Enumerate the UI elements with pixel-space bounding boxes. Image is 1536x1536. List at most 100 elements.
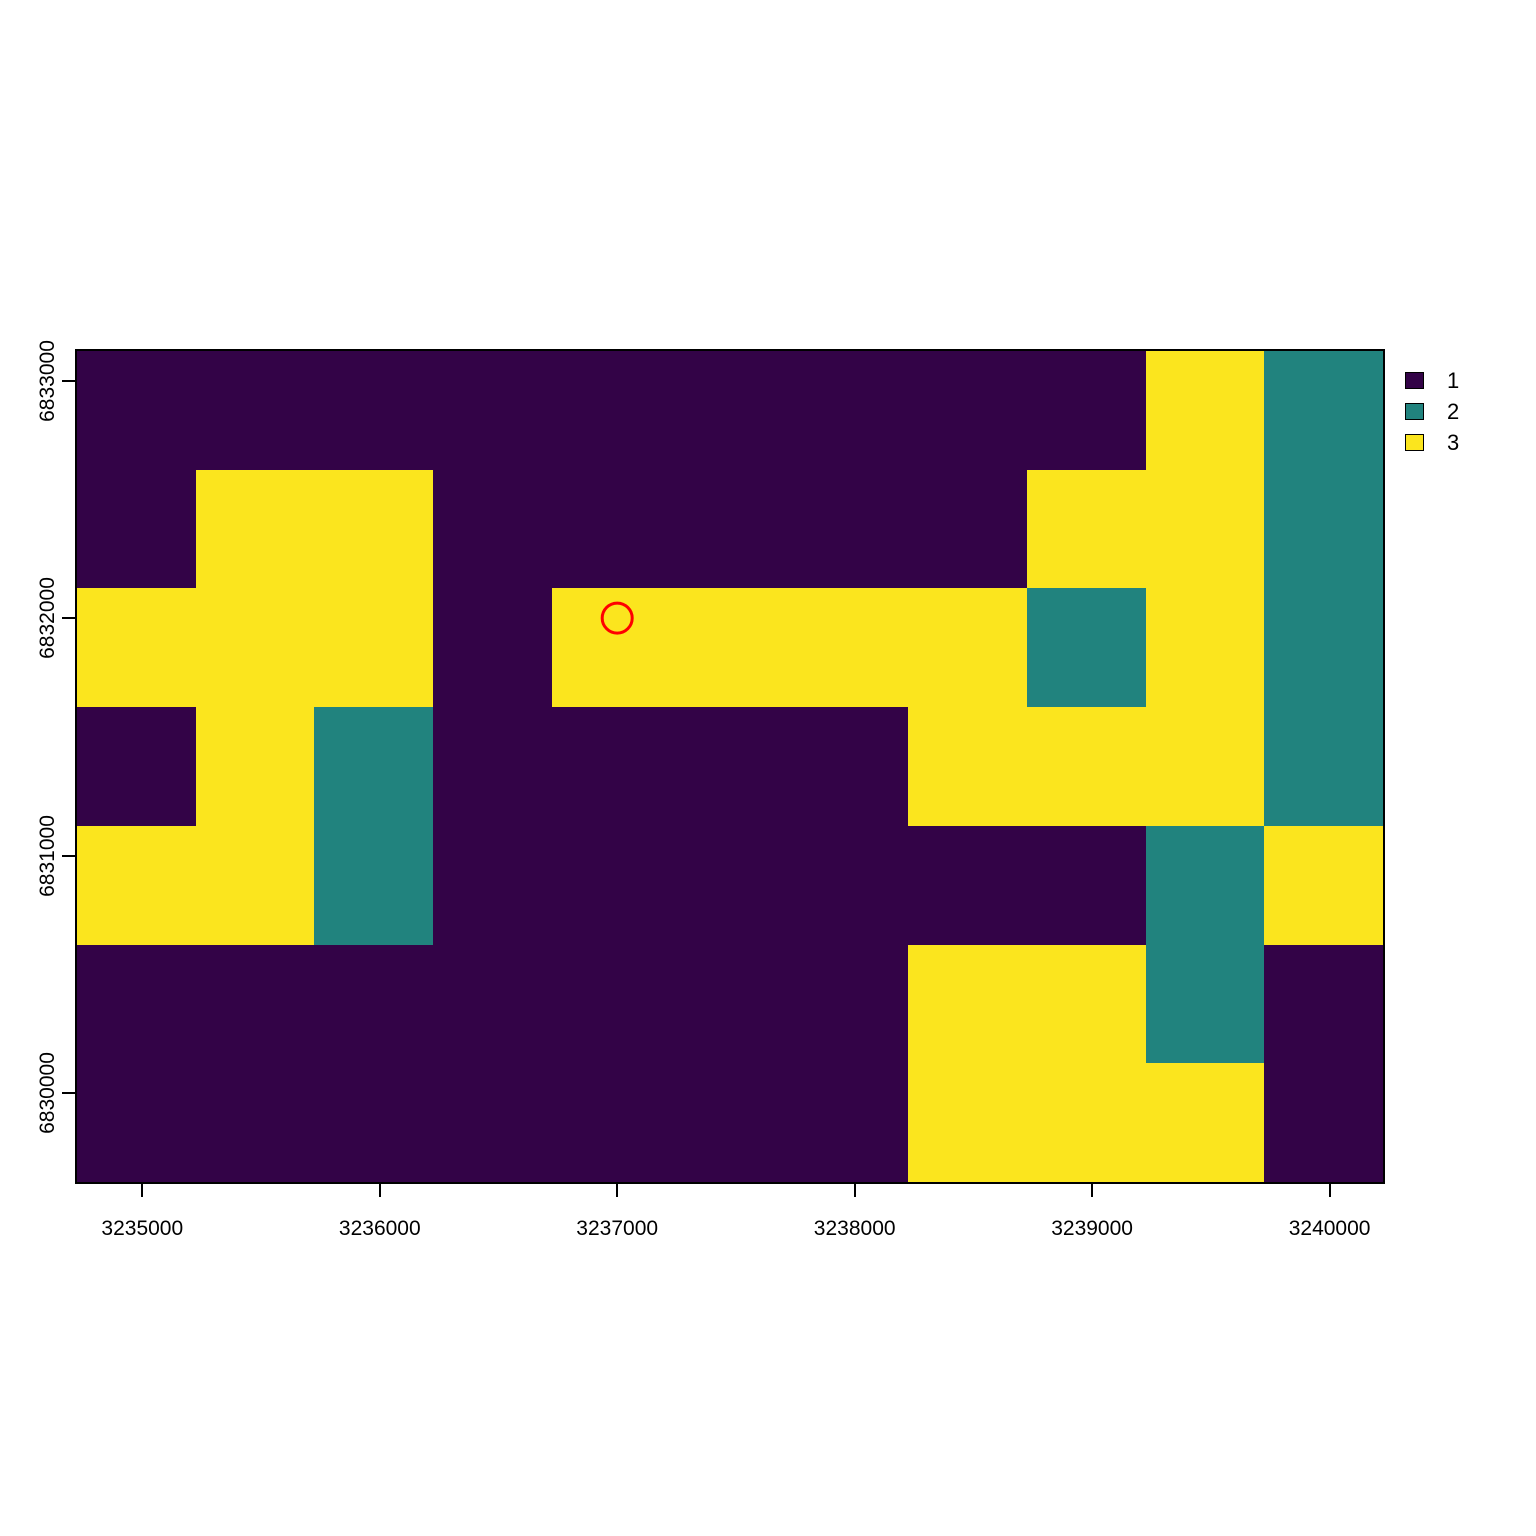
raster-cell-r2-c0 — [77, 588, 196, 708]
raster-cell-r6-c0 — [77, 1063, 196, 1182]
y-tick-label-0: 6833000 — [36, 339, 59, 422]
raster-cell-r6-c3 — [433, 1063, 552, 1182]
y-tick-label-2: 6831000 — [36, 814, 59, 897]
raster-cell-r5-c1 — [195, 944, 315, 1064]
raster-cell-r3-c6 — [789, 707, 909, 826]
raster-cell-r6-c8 — [1026, 1063, 1146, 1182]
raster-cell-r1-c9 — [1145, 469, 1265, 589]
raster-cell-r2-c10 — [1264, 588, 1383, 708]
raster-cell-r4-c10 — [1264, 825, 1383, 945]
raster-cell-r5-c0 — [77, 944, 196, 1064]
raster-plot-area: 3235000 3236000 3237000 3238000 3239000 32400… — [36, 340, 1385, 1240]
raster-cell-r5-c6 — [789, 944, 909, 1064]
legend-entry-3: 3 — [1405, 430, 1460, 455]
raster-cell-r0-c10 — [1264, 351, 1383, 470]
raster-cell-r5-c8 — [1026, 944, 1146, 1064]
raster-cell-r5-c3 — [433, 944, 552, 1064]
raster-cell-r5-c9 — [1145, 944, 1265, 1064]
legend-swatch-3 — [1405, 434, 1424, 451]
x-tick-label-4: 3239000 — [1051, 1217, 1133, 1240]
raster-cell-r4-c5 — [670, 825, 790, 945]
raster-cell-r6-c6 — [789, 1063, 909, 1182]
raster-cell-r3-c5 — [670, 707, 790, 826]
raster-cell-r5-c7 — [908, 944, 1027, 1064]
legend-entry-2: 2 — [1405, 399, 1460, 424]
raster-cell-r0-c4 — [551, 351, 671, 470]
x-tick-mark-2 — [616, 1184, 619, 1197]
raster-cell-r4-c0 — [77, 825, 196, 945]
raster-cell-r3-c3 — [433, 707, 552, 826]
raster-cell-r3-c7 — [908, 707, 1027, 826]
legend-swatch-1 — [1405, 372, 1424, 389]
raster-cell-r6-c2 — [314, 1063, 434, 1182]
raster-cell-r3-c1 — [195, 707, 315, 826]
raster-cell-r0-c5 — [670, 351, 790, 470]
y-tick-label-3: 6830000 — [36, 1052, 59, 1134]
legend-label-2: 2 — [1447, 399, 1460, 424]
x-tick-mark-0 — [141, 1184, 144, 1197]
raster-cell-r6-c1 — [195, 1063, 315, 1182]
raster-cell-r3-c9 — [1145, 707, 1265, 826]
raster-cell-r3-c0 — [77, 707, 196, 826]
raster-cell-r4-c4 — [551, 825, 671, 945]
y-tick-mark-3 — [62, 1092, 75, 1094]
raster-cell-r2-c9 — [1145, 588, 1265, 708]
raster-cell-r5-c5 — [670, 944, 790, 1064]
raster-cell-r2-c1 — [195, 588, 315, 708]
x-tick-mark-5 — [1328, 1184, 1331, 1197]
raster-cell-r1-c5 — [670, 469, 790, 589]
x-tick-label-0: 3235000 — [101, 1217, 184, 1240]
raster-cell-r1-c1 — [195, 469, 315, 589]
legend-label-1: 1 — [1447, 368, 1460, 393]
raster-cell-r4-c6 — [789, 825, 909, 945]
raster-cell-r1-c2 — [314, 469, 434, 589]
x-tick-label-1: 3236000 — [338, 1217, 421, 1240]
legend-swatch-2 — [1405, 403, 1424, 420]
legend-entry-1: 1 — [1405, 368, 1460, 393]
raster-cell-r6-c5 — [670, 1063, 790, 1182]
raster-cell-r1-c4 — [551, 469, 671, 589]
raster-cell-r4-c7 — [908, 825, 1027, 945]
y-tick-mark-0 — [62, 379, 75, 382]
raster-cell-r5-c4 — [551, 944, 671, 1064]
raster-cell-r0-c3 — [433, 351, 552, 470]
raster-cell-r0-c7 — [908, 351, 1027, 470]
raster-cell-r1-c0 — [77, 469, 196, 589]
raster-cell-r5-c2 — [314, 944, 434, 1064]
x-tick-label-2: 3237000 — [576, 1217, 659, 1240]
x-tick-label-5: 3240000 — [1288, 1217, 1371, 1240]
y-tick-label-1: 6832000 — [36, 577, 59, 659]
y-tick-mark-1 — [62, 617, 75, 620]
raster-cell-r5-c10 — [1264, 944, 1383, 1064]
raster-cell-r1-c10 — [1264, 469, 1383, 589]
x-tick-label-3: 3238000 — [813, 1217, 896, 1240]
raster-cell-r4-c3 — [433, 825, 552, 945]
raster-cell-r2-c6 — [789, 588, 909, 708]
raster-cell-r4-c2 — [314, 825, 434, 945]
raster-cell-r2-c8 — [1026, 588, 1146, 708]
raster-cell-r1-c8 — [1026, 469, 1146, 589]
raster-cell-r6-c10 — [1264, 1063, 1383, 1182]
raster-cell-r1-c7 — [908, 469, 1027, 589]
raster-cell-r4-c9 — [1145, 825, 1265, 945]
raster-cell-r2-c5 — [670, 588, 790, 708]
raster-cell-r6-c7 — [908, 1063, 1027, 1182]
raster-cell-r0-c0 — [77, 351, 196, 470]
y-tick-mark-2 — [62, 854, 75, 857]
raster-cell-r3-c4 — [551, 707, 671, 826]
raster-cell-r1-c6 — [789, 469, 909, 589]
raster-grid — [77, 351, 1383, 1182]
x-tick-mark-1 — [378, 1184, 381, 1197]
raster-cell-r3-c2 — [314, 707, 434, 826]
raster-cell-r4-c1 — [195, 825, 315, 945]
raster-cell-r6-c4 — [551, 1063, 671, 1182]
raster-cell-r2-c2 — [314, 588, 434, 708]
raster-cell-r2-c7 — [908, 588, 1027, 708]
raster-cell-r4-c8 — [1026, 825, 1146, 945]
legend: 1 2 3 — [1405, 368, 1460, 465]
x-tick-mark-3 — [853, 1184, 856, 1197]
raster-cell-r0-c8 — [1026, 351, 1146, 470]
legend-label-3: 3 — [1447, 430, 1460, 455]
raster-cell-r3-c10 — [1264, 707, 1383, 826]
